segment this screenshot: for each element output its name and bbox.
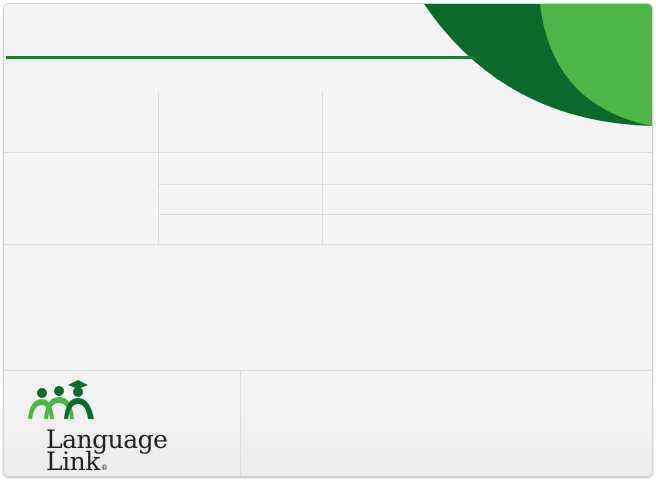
table-row-divider <box>4 244 652 245</box>
registered-mark: ® <box>100 464 108 472</box>
footer: Language Link® <box>4 370 652 476</box>
header-green-rule <box>6 56 476 59</box>
logo-text-language: Language <box>46 425 168 454</box>
table-col-divider <box>322 92 323 244</box>
logo-text-link: Link® <box>46 447 108 476</box>
table-col-divider <box>158 92 159 244</box>
footer-right-area <box>241 371 651 476</box>
language-link-logo: Language Link® <box>26 379 176 476</box>
table-row-divider <box>158 214 652 215</box>
table-row-divider <box>158 184 652 185</box>
footer-divider <box>240 371 241 476</box>
header-band <box>4 4 652 56</box>
logo-text-link-word: Link <box>46 447 100 476</box>
table-row-divider <box>4 152 652 153</box>
slide-panel: Language Link® <box>3 3 653 477</box>
people-graduation-cap-icon <box>28 380 94 419</box>
